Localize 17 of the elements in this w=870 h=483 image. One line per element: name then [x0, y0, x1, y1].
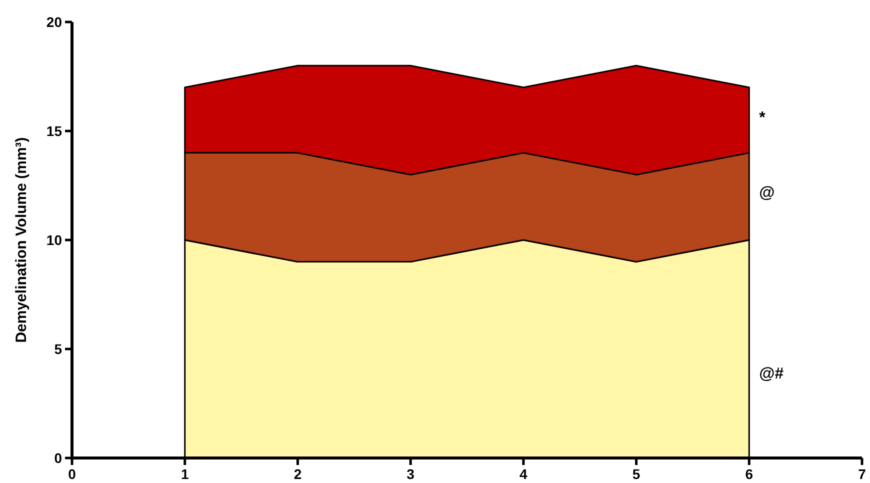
y-tick-label: 5 [54, 340, 62, 357]
x-tick-label: 5 [632, 466, 640, 482]
x-tick-label: 2 [294, 466, 302, 482]
x-tick-label: 3 [406, 466, 415, 482]
x-tick-label: 6 [745, 466, 754, 482]
y-tick-label: 10 [46, 232, 62, 248]
x-tick-label: 7 [858, 466, 866, 482]
y-axis-title: Demyelination Volume (mm³) [13, 137, 30, 343]
x-tick-label: 1 [180, 466, 189, 482]
y-tick-label: 15 [46, 122, 62, 139]
annotation: * [759, 109, 766, 126]
annotation: @# [759, 366, 784, 383]
x-tick-label: 0 [68, 466, 76, 482]
annotation: @ [759, 184, 775, 202]
x-tick-label: 4 [520, 466, 528, 482]
y-tick-label: 20 [46, 14, 62, 30]
y-tick-label: 0 [54, 450, 62, 466]
